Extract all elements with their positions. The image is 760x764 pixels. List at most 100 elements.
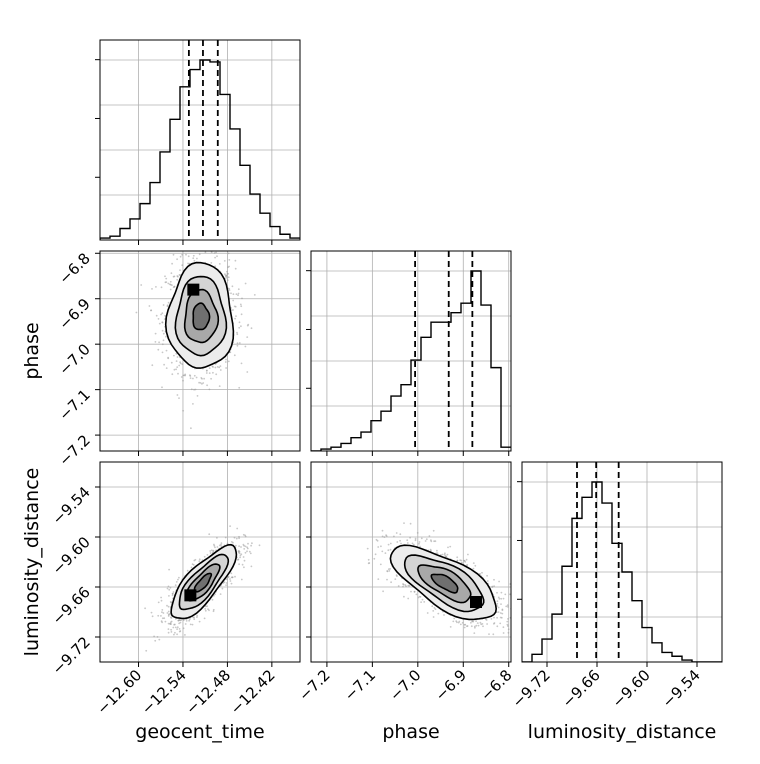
sample-point: [388, 570, 391, 572]
sample-point: [496, 605, 499, 607]
sample-point: [410, 590, 412, 593]
sample-point: [373, 557, 376, 560]
sample-point: [230, 582, 233, 585]
sample-point: [465, 558, 468, 561]
sample-point: [493, 585, 495, 587]
sample-point: [246, 336, 249, 338]
sample-point: [160, 313, 163, 316]
sample-point: [387, 543, 390, 546]
sample-point: [396, 575, 398, 577]
sample-point: [162, 612, 165, 614]
sample-point: [226, 542, 229, 545]
sample-point: [166, 604, 168, 607]
sample-point: [211, 598, 214, 601]
sample-point: [501, 612, 504, 615]
sample-point: [164, 620, 167, 623]
sample-point: [486, 623, 488, 625]
sample-point: [236, 344, 239, 347]
sample-point: [169, 586, 172, 589]
sample-point: [400, 542, 402, 545]
sample-point: [168, 568, 171, 571]
sample-point: [161, 609, 164, 611]
sample-point: [220, 542, 223, 544]
sample-point: [209, 550, 212, 552]
sample-point: [167, 610, 170, 613]
sample-point: [389, 548, 392, 551]
sample-point: [176, 258, 179, 261]
sample-point: [178, 630, 181, 633]
sample-point: [436, 552, 439, 555]
sample-point: [196, 395, 199, 397]
sample-point: [500, 603, 502, 605]
sample-point: [238, 563, 241, 566]
sample-point: [426, 612, 429, 614]
sample-point: [243, 566, 245, 569]
sample-point: [210, 262, 213, 264]
sample-point: [172, 286, 175, 289]
sample-point: [196, 614, 199, 617]
sample-point: [182, 619, 185, 622]
sample-point: [472, 562, 475, 564]
sample-point: [382, 590, 384, 593]
sample-point: [179, 269, 181, 271]
sample-point: [170, 631, 173, 633]
sample-point: [493, 578, 495, 581]
sample-point: [218, 385, 221, 387]
sample-point: [379, 563, 382, 566]
sample-point: [206, 554, 209, 556]
sample-point: [244, 282, 247, 285]
sample-point: [184, 373, 187, 376]
sample-point: [193, 388, 196, 391]
x-tick-label: −7.0: [386, 666, 424, 704]
sample-point: [220, 543, 222, 546]
sample-point: [240, 305, 243, 308]
sample-point: [395, 532, 398, 534]
sample-point: [229, 578, 231, 580]
sample-point: [502, 626, 505, 629]
sample-point: [204, 608, 207, 610]
density-peak: [187, 283, 200, 296]
sample-point: [507, 631, 510, 634]
panel-frame-2-1: [310, 461, 512, 663]
sample-point: [207, 608, 209, 610]
sample-point: [246, 324, 249, 327]
sample-point: [161, 329, 164, 332]
sample-point: [176, 278, 179, 281]
sample-point: [189, 374, 191, 377]
sample-point: [219, 244, 221, 246]
sample-point: [184, 634, 186, 636]
sample-point: [208, 609, 210, 612]
sample-point: [480, 623, 483, 626]
panel-geocent_time-vs-phase: [100, 241, 300, 451]
sample-point: [161, 611, 163, 613]
sample-point: [193, 618, 196, 621]
sample-point: [214, 256, 217, 259]
sample-point: [175, 581, 178, 583]
sample-point: [193, 241, 195, 243]
sample-point: [224, 536, 227, 539]
sample-point: [381, 535, 384, 538]
sample-point: [237, 558, 240, 561]
sample-point: [474, 626, 476, 629]
sample-point: [393, 535, 395, 538]
sample-point: [500, 616, 503, 619]
density-fill-3: [193, 303, 210, 330]
sample-point: [161, 321, 164, 324]
sample-point: [163, 318, 166, 320]
sample-point: [476, 622, 479, 624]
sample-point: [486, 580, 489, 582]
sample-point: [244, 534, 247, 537]
sample-point: [151, 288, 153, 290]
sample-point: [201, 377, 203, 380]
sample-point: [474, 564, 477, 567]
sample-point: [165, 281, 168, 283]
y-tick-label: −6.9: [55, 295, 93, 333]
sample-point: [456, 556, 459, 559]
sample-point: [253, 294, 256, 296]
sample-point: [230, 541, 233, 543]
sample-point: [385, 534, 387, 537]
x-tick-label: −12.60: [93, 666, 145, 718]
sample-point: [233, 354, 236, 357]
y-axis-label-phase: phase: [21, 322, 43, 379]
